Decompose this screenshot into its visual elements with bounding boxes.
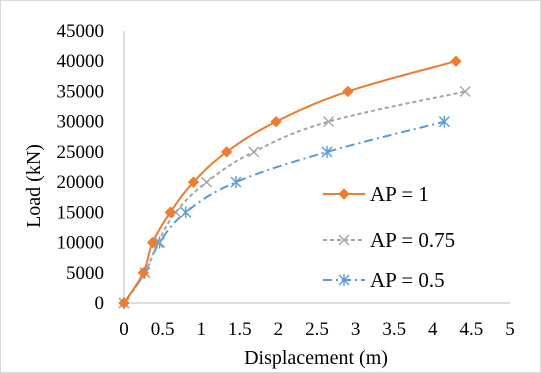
diamond-marker [118, 297, 130, 309]
y-tick-label: 40000 [57, 51, 105, 72]
asterisk-marker [230, 176, 242, 189]
y-tick-label: 30000 [57, 112, 105, 133]
legend-label: AP = 0.75 [370, 228, 455, 252]
legend-item: AP = 0.75 [323, 228, 455, 252]
y-tick-label: 15000 [57, 202, 105, 223]
legend-item: AP = 1 [323, 182, 429, 206]
x-tick-label: 5 [505, 319, 515, 340]
x-tick-labels: 0 0.5 1 1.5 2 2.5 3 3.5 4 4.5 5 [119, 319, 515, 340]
diamond-marker [187, 176, 200, 188]
x-tick-label: 3.5 [382, 319, 406, 340]
x-tick-label: 2 [274, 319, 284, 340]
y-tick-label: 5000 [66, 263, 104, 284]
legend: AP = 1 AP = 0.75 AP = 0.5 [323, 182, 455, 292]
diamond-marker [338, 188, 350, 200]
x-tick-label: 0.5 [151, 319, 175, 340]
x-tick-label: 3 [351, 319, 361, 340]
diamond-marker [146, 236, 159, 249]
x-tick-label: 2.5 [305, 319, 329, 340]
diamond-marker [164, 206, 177, 219]
diamond-marker [450, 55, 462, 67]
x-marker [338, 234, 350, 246]
series-line [123, 120, 445, 304]
diamond-marker [220, 146, 233, 158]
legend-item: AP = 0.5 [323, 268, 445, 292]
x-tick-label: 0 [119, 319, 129, 340]
asterisk-marker [438, 115, 450, 128]
asterisk-marker [338, 274, 350, 286]
x-marker [459, 85, 471, 97]
x-marker [201, 176, 213, 188]
y-axis-title: Load (kN) [23, 144, 45, 228]
y-tick-label: 0 [95, 293, 105, 314]
x-axis-title: Displacement (m) [244, 347, 388, 369]
series-line [123, 90, 466, 304]
x-marker [248, 146, 260, 158]
asterisk-marker [321, 145, 333, 158]
y-tick-label: 35000 [57, 81, 105, 102]
y-tick-label: 20000 [57, 172, 105, 193]
x-tick-label: 4.5 [460, 319, 484, 340]
x-marker [323, 116, 335, 128]
asterisk-marker [154, 236, 166, 249]
y-tick-labels: 0 5000 10000 15000 20000 25000 30000 35000 40000… [57, 21, 105, 314]
diamond-marker [137, 267, 150, 279]
legend-label: AP = 0.5 [370, 268, 445, 292]
axes [123, 31, 510, 304]
diamond-marker [342, 85, 354, 98]
y-tick-label: 10000 [57, 233, 105, 254]
series-markers [118, 55, 471, 309]
x-tick-label: 1.5 [228, 319, 252, 340]
y-tick-label: 25000 [57, 142, 105, 163]
x-tick-label: 4 [428, 319, 438, 340]
legend-label: AP = 1 [370, 182, 429, 206]
y-tick-label: 45000 [57, 21, 105, 42]
asterisk-marker [180, 206, 192, 219]
x-tick-label: 1 [196, 319, 206, 340]
diamond-marker [270, 115, 282, 128]
